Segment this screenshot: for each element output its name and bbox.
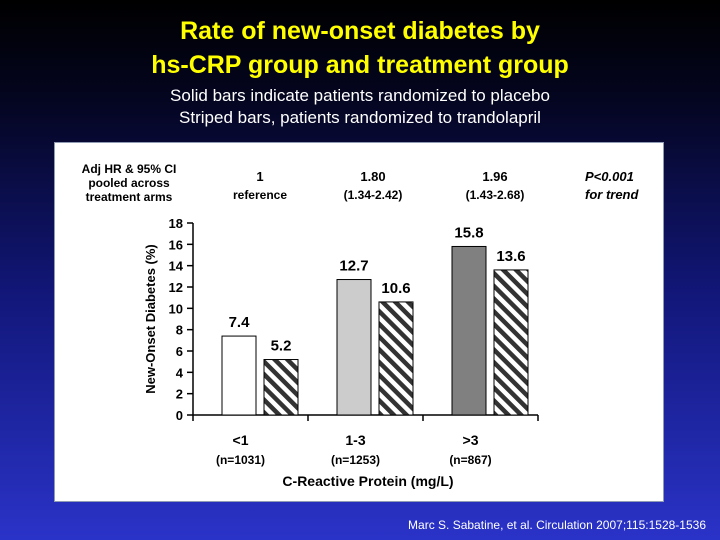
data-label: 10.6 [381, 280, 410, 297]
chart-title-line-1: Rate of new-onset diabetes by [180, 17, 540, 45]
hr-ci: (1.34-2.42) [344, 188, 403, 202]
y-tick-label: 18 [169, 216, 183, 231]
hr-header-line-3: treatment arms [86, 190, 173, 204]
y-axis-label: New-Onset Diabetes (%) [143, 244, 158, 394]
data-label: 12.7 [339, 258, 368, 275]
x-category-n: (n=867) [449, 453, 491, 467]
y-tick-label: 12 [169, 280, 183, 295]
data-label: 7.4 [229, 314, 251, 331]
trend-p-value: P<0.001 [585, 169, 634, 184]
y-tick-label: 16 [169, 237, 183, 252]
x-category-label: 1-3 [345, 432, 365, 448]
hr-value: 1.96 [482, 169, 507, 184]
bar-striped [378, 301, 414, 416]
y-tick-label: 10 [169, 301, 183, 316]
y-tick-label: 14 [169, 259, 184, 274]
hr-value: 1.80 [360, 169, 385, 184]
x-category-label: <1 [233, 432, 249, 448]
bar-striped [493, 269, 529, 416]
hr-header-line-1: Adj HR & 95% CI [82, 162, 177, 176]
x-category-n: (n=1031) [216, 453, 265, 467]
x-category-n: (n=1253) [331, 453, 380, 467]
chart-title-line-2: hs-CRP group and treatment group [151, 51, 569, 79]
data-label: 13.6 [496, 248, 525, 265]
hr-value: 1 [256, 169, 263, 184]
y-tick-label: 8 [176, 323, 183, 338]
bar-solid [221, 335, 257, 416]
chart-panel: Adj HR & 95% CI pooled across treatment ar… [54, 142, 664, 502]
data-label: 15.8 [454, 224, 483, 241]
bar-solid [451, 245, 487, 416]
x-category-label: >3 [463, 432, 479, 448]
y-tick-label: 2 [176, 387, 183, 402]
bar-striped [263, 359, 299, 416]
y-tick-label: 4 [176, 365, 184, 380]
x-axis-label: C-Reactive Protein (mg/L) [282, 473, 453, 489]
citation: Marc S. Sabatine, et al. Circulation 200… [408, 518, 706, 532]
hr-ci: (1.43-2.68) [466, 188, 525, 202]
hr-header-line-2: pooled across [88, 176, 170, 190]
subtitle-line-1: Solid bars indicate patients randomized … [170, 86, 550, 105]
hr-ci: reference [233, 188, 287, 202]
subtitle-line-2: Striped bars, patients randomized to tra… [179, 108, 541, 127]
trend-label: for trend [585, 187, 640, 202]
y-tick-label: 0 [176, 408, 183, 423]
bar-solid [336, 279, 372, 416]
data-label: 5.2 [271, 338, 292, 355]
y-tick-label: 6 [176, 344, 183, 359]
